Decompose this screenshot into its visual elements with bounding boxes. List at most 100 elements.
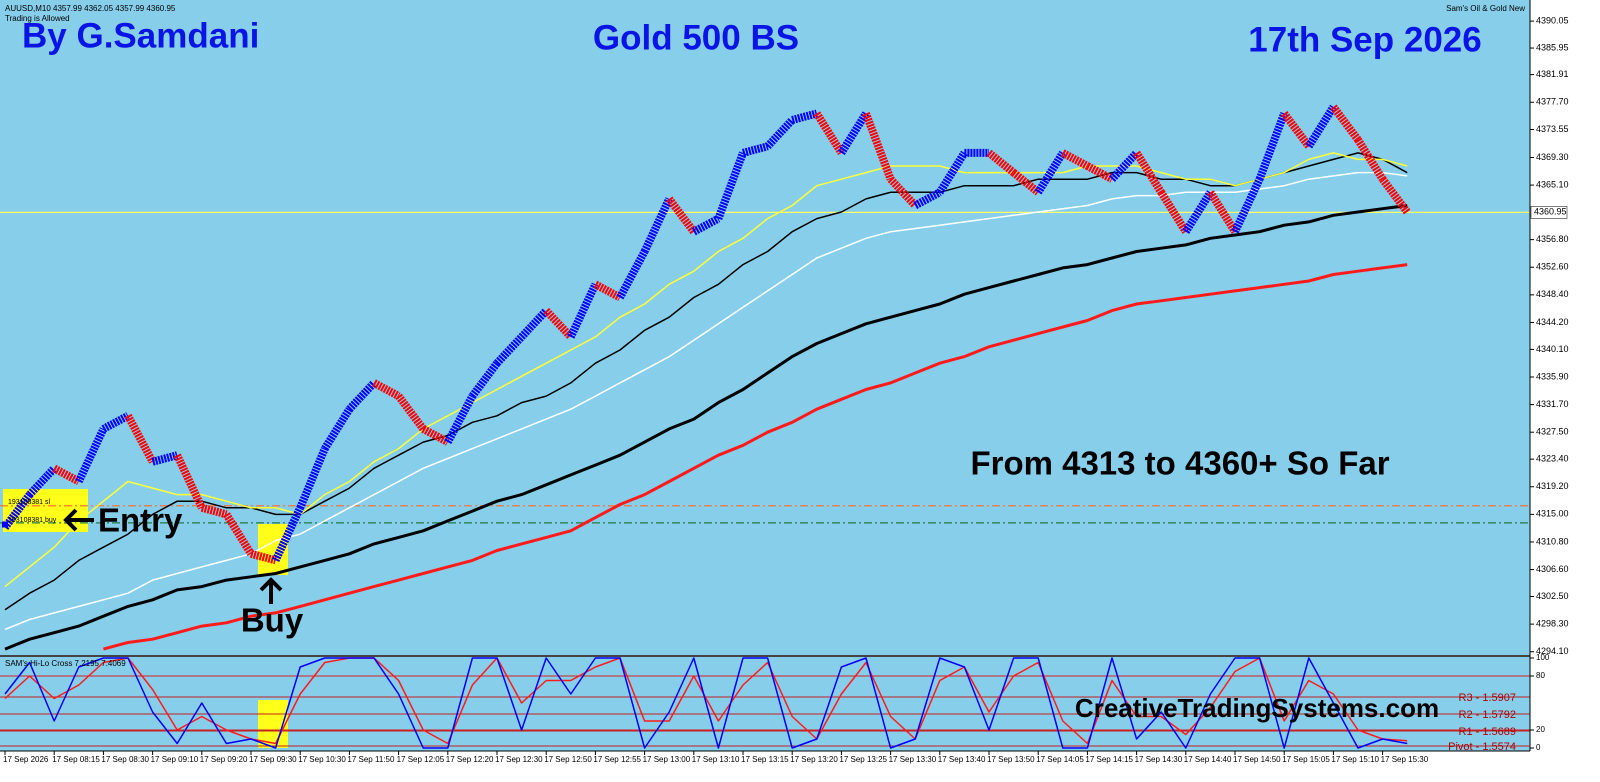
series-line — [103, 263, 1408, 651]
renko-brick — [469, 360, 501, 399]
renko-brick — [1379, 176, 1411, 215]
price-panel — [0, 104, 1530, 651]
renko-brick — [543, 307, 574, 340]
x-tick-label: 17 Sep 13:20 — [790, 755, 838, 764]
renko-brick — [249, 549, 277, 565]
x-tick-label: 17 Sep 13:50 — [987, 755, 1035, 764]
x-tick-label: 17 Sep 11:50 — [347, 755, 395, 764]
renko-brick — [640, 197, 673, 254]
renko-brick — [593, 280, 622, 301]
renko-brick — [936, 150, 968, 195]
renko-brick — [567, 282, 600, 339]
pivot-label: R2 - 1.5792 — [1459, 709, 1516, 721]
x-tick-label: 17 Sep 09:20 — [200, 755, 248, 764]
y-tick-label: 4335.90 — [1536, 371, 1569, 381]
chart-title: Gold 500 BS — [593, 18, 799, 57]
renko-brick — [124, 413, 157, 464]
chart-date: 17th Sep 2026 — [1248, 20, 1481, 59]
renko-brick — [101, 412, 130, 433]
renko-brick — [1231, 177, 1264, 234]
y-tick-label: 4373.55 — [1536, 124, 1569, 134]
renko-brick — [813, 111, 845, 155]
x-tick-label: 17 Sep 09:10 — [151, 755, 199, 764]
renko-brick — [200, 503, 228, 519]
y-tick-label: 4327.50 — [1536, 427, 1569, 437]
x-tick-label: 17 Sep 12:50 — [544, 755, 592, 764]
renko-brick — [346, 380, 377, 412]
renko-brick — [691, 215, 721, 236]
trading-status: Trading is Allowed — [5, 14, 70, 23]
pivot-label: Pivot - 1.5574 — [1448, 741, 1516, 753]
price-tag: 4360.95 — [1534, 207, 1567, 217]
renko-brick — [1354, 137, 1386, 182]
x-tick-label: 17 Sep 08:30 — [101, 755, 149, 764]
y-tick-label: 20 — [1536, 725, 1545, 734]
x-tick-label: 17 Sep 15:10 — [1331, 755, 1379, 764]
pivot-label: R3 - 1.5907 — [1459, 692, 1516, 704]
renko-brick — [321, 407, 353, 451]
renko-brick — [151, 451, 179, 466]
renko-brick — [1109, 150, 1140, 182]
renko-brick — [1011, 169, 1041, 196]
y-tick-label: 80 — [1536, 671, 1545, 680]
series-line — [4, 171, 1408, 631]
y-tick-label: 100 — [1536, 653, 1550, 662]
buy-label: Buy — [241, 602, 304, 639]
renko-brick — [296, 447, 329, 510]
renko-brick — [1034, 150, 1067, 195]
y-tick-label: 4306.60 — [1536, 564, 1569, 574]
y-tick-label: 4310.80 — [1536, 536, 1569, 546]
y-tick-label: 4390.05 — [1536, 15, 1569, 25]
renko-brick — [173, 453, 206, 510]
y-tick-label: 4377.70 — [1536, 97, 1569, 107]
series-line — [4, 657, 1408, 745]
x-tick-label: 17 Sep 14:50 — [1233, 755, 1281, 764]
y-tick-label: 4385.95 — [1536, 42, 1569, 52]
x-tick-label: 17 Sep 12:20 — [446, 755, 494, 764]
x-tick-label: 17 Sep 12:05 — [397, 755, 445, 764]
x-tick-label: 17 Sep 15:30 — [1381, 755, 1429, 764]
author: By G.Samdani — [22, 16, 259, 55]
renko-brick — [271, 506, 304, 563]
y-tick-label: 4340.10 — [1536, 344, 1569, 354]
renko-brick — [1330, 104, 1362, 143]
series-line — [4, 204, 1408, 651]
renko-brick — [1280, 111, 1313, 149]
oscillator-panel — [0, 657, 1530, 749]
y-tick-label: 4369.30 — [1536, 152, 1569, 162]
x-tick-label: 17 Sep 2026 — [3, 755, 49, 764]
x-tick-label: 17 Sep 12:55 — [593, 755, 641, 764]
buy-arrow — [259, 577, 283, 604]
series-line — [4, 152, 1408, 611]
renko-brick — [764, 117, 796, 150]
renko-brick — [887, 176, 919, 209]
renko-brick — [26, 465, 58, 498]
annotations: AUUSD,M10 4357.99 4362.05 4357.99 4360.9… — [5, 4, 1525, 753]
indicator-name: Sam's Oil & Gold New — [1446, 4, 1525, 13]
annotation: From 4313 to 4360+ So Far — [970, 445, 1389, 482]
renko-brick — [52, 464, 81, 486]
x-tick-label: 17 Sep 09:30 — [249, 755, 297, 764]
x-tick-label: 17 Sep 14:30 — [1135, 755, 1183, 764]
order-label: 193108381 buy — [8, 517, 57, 524]
renko-brick — [791, 109, 818, 124]
y-tick-label: 4294.10 — [1536, 646, 1569, 656]
x-tick-label: 17 Sep 14:15 — [1085, 755, 1133, 764]
entry-arrow — [63, 508, 94, 532]
renko-brick — [223, 512, 255, 556]
x-tick-label: 17 Sep 15:05 — [1282, 755, 1330, 764]
website: CreativeTradingSystems.com — [1075, 693, 1439, 723]
renko-brick — [714, 151, 747, 221]
renko-brick — [1182, 190, 1214, 234]
x-tick-label: 17 Sep 10:30 — [298, 755, 346, 764]
y-tick-label: 4323.40 — [1536, 454, 1569, 464]
renko-brick — [1133, 150, 1165, 195]
x-tick-label: 17 Sep 13:15 — [741, 755, 789, 764]
renko-brick — [741, 142, 769, 157]
order-label: 193108381 sl — [8, 499, 50, 506]
renko-brick — [665, 196, 698, 235]
y-tick-label: 4344.20 — [1536, 317, 1569, 327]
x-tick-label: 17 Sep 13:40 — [938, 755, 986, 764]
renko-brick — [421, 425, 450, 446]
